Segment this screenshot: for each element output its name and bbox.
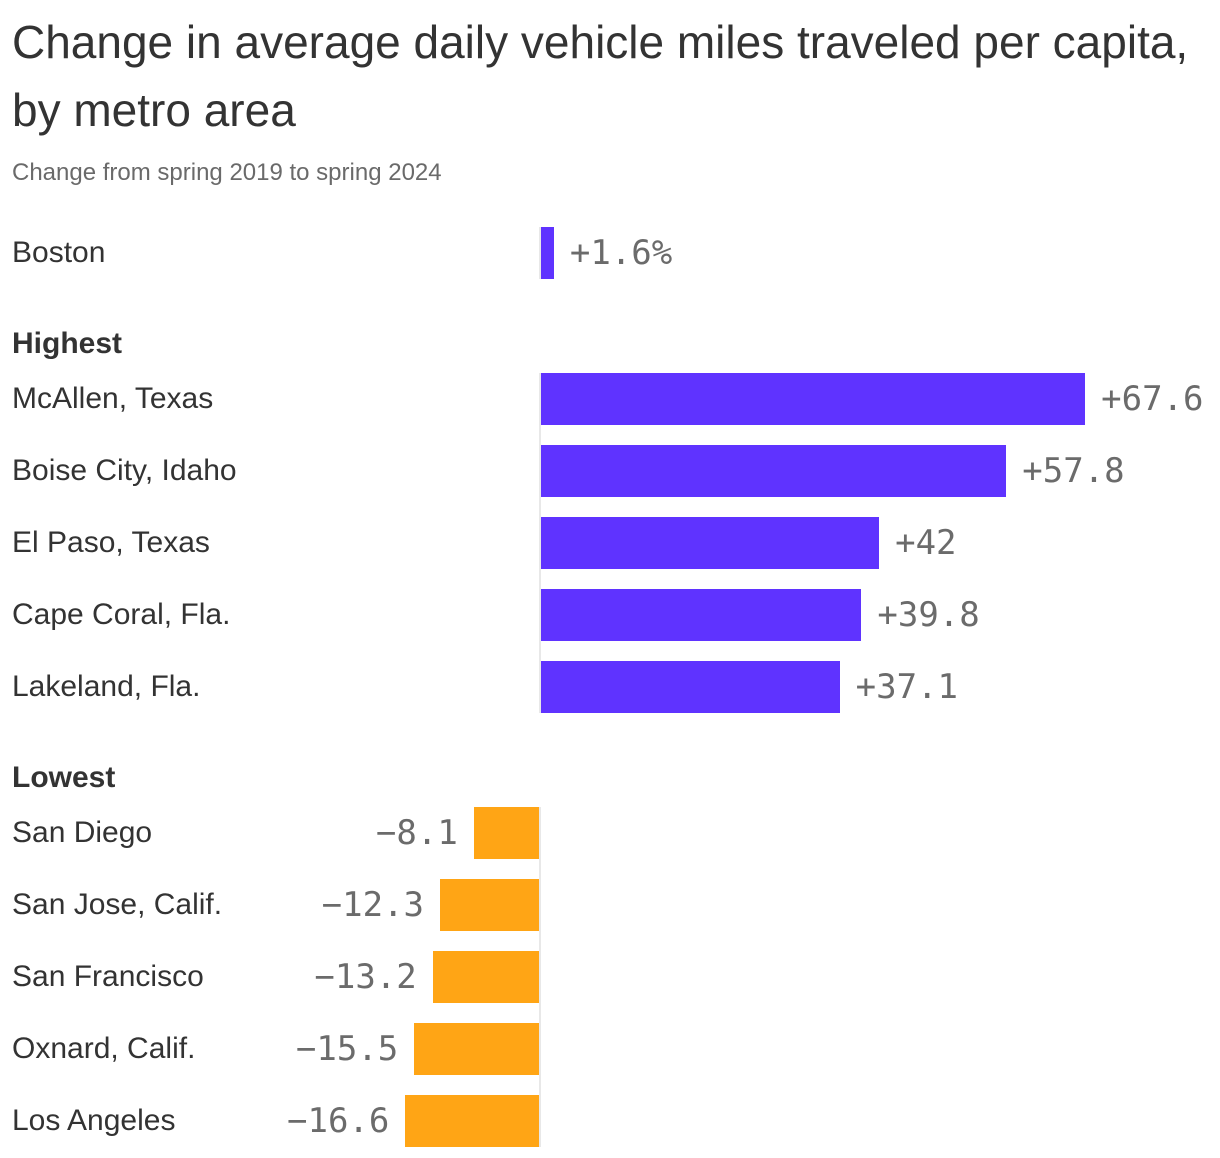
bar <box>432 951 539 1003</box>
bar-label: Los Angeles <box>12 1104 176 1137</box>
bar <box>473 807 539 859</box>
bar <box>541 589 862 641</box>
section-header: Highest <box>12 327 123 360</box>
bar <box>541 373 1086 425</box>
chart-section: Lowest San Diego −8.1 San Jose, Calif. −12.3… <box>0 759 1220 1147</box>
bar-value-label: −15.5 <box>295 1029 399 1069</box>
chart-title: Change in average daily vehicle miles tr… <box>12 16 1189 136</box>
bar-value-label: −12.3 <box>321 885 424 925</box>
chart-subtitle: Change from spring 2019 to spring 2024 <box>12 159 442 186</box>
bar-row: McAllen, Texas +67.6 <box>0 373 1220 425</box>
bar-value-label: +37.1 <box>855 667 958 707</box>
bar-value-label: −8.1 <box>375 813 458 853</box>
bar-label: Boston <box>12 236 106 269</box>
bar-row: San Jose, Calif. −12.3 <box>0 879 1220 931</box>
chart-section: Boston +1.6% <box>0 227 1220 279</box>
bar-label: San Diego <box>12 816 153 849</box>
bar-row: Boston +1.6% <box>0 227 1220 279</box>
bar-row: Los Angeles −16.6 <box>0 1095 1220 1147</box>
zero-axis-line <box>539 373 541 713</box>
bar <box>541 445 1007 497</box>
bar-label: El Paso, Texas <box>12 526 210 559</box>
bar-value-label: +42 <box>895 523 957 563</box>
bar-value-label: +67.6 <box>1101 379 1204 419</box>
bar-value-label: +1.6% <box>569 233 673 273</box>
section-rows: San Diego −8.1 San Jose, Calif. −12.3 San Fr… <box>0 807 1220 1147</box>
bar-chart: Boston +1.6% Highest McAllen, Texas +67.6 Boi… <box>0 227 1220 1147</box>
bar-row: Lakeland, Fla. +37.1 <box>0 661 1220 713</box>
bar-label: San Jose, Calif. <box>12 888 223 921</box>
bar-row: Boise City, Idaho +57.8 <box>0 445 1220 497</box>
bar-value-label: −13.2 <box>314 957 417 997</box>
section-header: Lowest <box>12 761 116 794</box>
bar <box>541 661 840 713</box>
bar <box>405 1095 539 1147</box>
section-rows: McAllen, Texas +67.6 Boise City, Idaho +57.… <box>0 373 1220 713</box>
bar-row: Cape Coral, Fla. +39.8 <box>0 589 1220 641</box>
bar <box>541 517 880 569</box>
bar-value-label: +57.8 <box>1022 451 1125 491</box>
bar <box>439 879 539 931</box>
bar-label: Cape Coral, Fla. <box>12 598 231 631</box>
chart-section: Highest McAllen, Texas +67.6 Boise City, Id… <box>0 325 1220 713</box>
section-rows: Boston +1.6% <box>0 227 1220 279</box>
bar-row: San Francisco −13.2 <box>0 951 1220 1003</box>
zero-axis-line <box>539 227 541 279</box>
bar-row: El Paso, Texas +42 <box>0 517 1220 569</box>
bar-label: Boise City, Idaho <box>12 454 237 487</box>
bar-row: San Diego −8.1 <box>0 807 1220 859</box>
bar <box>414 1023 539 1075</box>
bar-label: Oxnard, Calif. <box>12 1032 196 1065</box>
bar <box>541 227 554 279</box>
bar-value-label: +39.8 <box>877 595 980 635</box>
bar-label: San Francisco <box>12 960 204 993</box>
zero-axis-line <box>539 807 541 1147</box>
bar-value-label: −16.6 <box>287 1101 390 1141</box>
bar-row: Oxnard, Calif. −15.5 <box>0 1023 1220 1075</box>
bar-label: McAllen, Texas <box>12 382 214 415</box>
bar-label: Lakeland, Fla. <box>12 670 201 703</box>
